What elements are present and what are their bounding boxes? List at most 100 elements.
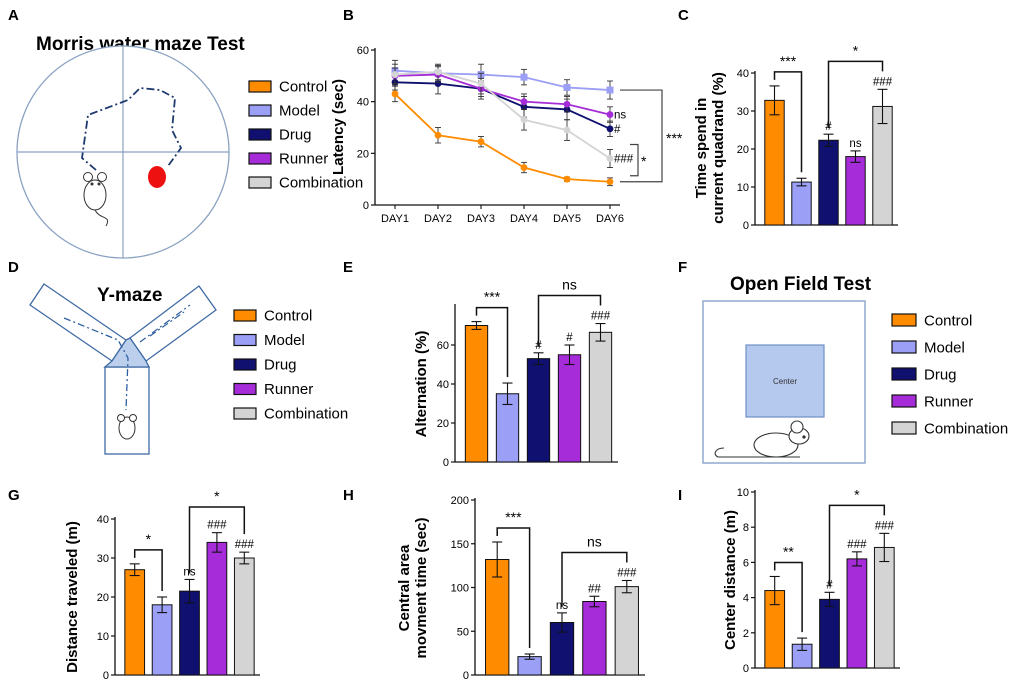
comparison-bracket-g xyxy=(133,549,163,591)
legend-a-label-combination: Combination xyxy=(279,175,363,192)
y-axis-title-line-h: Central area xyxy=(396,544,413,631)
y-tick-label-h: 0 xyxy=(463,670,469,682)
y-tick-label-e: 60 xyxy=(437,340,449,352)
legend-a-label-runner: Runner xyxy=(279,151,328,168)
bar-g-control xyxy=(124,569,146,676)
y-tick-label-e: 20 xyxy=(437,418,449,430)
y-axis-title-h: Central areamovment time (sec) xyxy=(396,518,430,659)
y-tick-label-c: 0 xyxy=(743,220,749,232)
y-tick-label-i: 2 xyxy=(743,628,749,640)
comparison-bracket-h xyxy=(561,551,628,607)
data-point-combination xyxy=(520,116,528,124)
bar-h-combination xyxy=(614,586,639,676)
comparison-label-g: * xyxy=(146,531,152,547)
comparison-label-b: *** xyxy=(666,130,683,146)
legend-d-label-combination: Combination xyxy=(264,406,348,423)
data-point-combination xyxy=(606,155,614,162)
y-tick-label-c: 10 xyxy=(737,182,749,194)
panel-letter-d: D xyxy=(8,259,19,276)
legend-d-label-model: Model xyxy=(264,332,305,349)
comparison-label-h: *** xyxy=(505,509,522,525)
y-axis-title-line-c: Time spend in xyxy=(693,98,710,199)
water-maze-diagram xyxy=(16,45,230,259)
bar-e-runner xyxy=(557,354,582,463)
panel-letter-b: B xyxy=(343,7,354,24)
legend-d-label-drug: Drug xyxy=(264,357,297,374)
swim-path xyxy=(81,87,183,171)
bar-g-drug xyxy=(179,590,200,676)
y-axis-title-e: Alternation (%) xyxy=(413,331,430,438)
series-line-runner xyxy=(394,73,611,116)
bar-e-control xyxy=(464,325,489,463)
data-point-control xyxy=(391,90,399,98)
legend-d-swatch-model xyxy=(233,333,257,347)
data-point-drug xyxy=(606,125,614,133)
legend-d-swatch-runner xyxy=(233,382,257,396)
panel-letter-i: I xyxy=(678,487,682,504)
data-point-control xyxy=(606,178,614,186)
y-tick-label-h: 50 xyxy=(457,626,469,638)
data-point-combination xyxy=(563,126,571,134)
legend-a-label-model: Model xyxy=(279,103,320,120)
comparison-label-b: * xyxy=(641,153,647,169)
end-label-combination: ### xyxy=(614,154,634,166)
comparison-bracket-i xyxy=(828,504,886,587)
legend-f-label-runner: Runner xyxy=(924,394,973,411)
y-axis-title-c: Time spend incurrent quadrand (%) xyxy=(693,72,727,224)
data-point-control xyxy=(434,131,442,139)
legend-d-swatch-control xyxy=(233,309,257,322)
chart-c-quadrant-time: C 0 10 20 30 40 Time spend incurrent quadrand … xyxy=(678,7,898,232)
series-line-model xyxy=(394,69,611,91)
comparison-bracket-c xyxy=(773,71,803,173)
y-tick-label-i: 0 xyxy=(743,663,749,675)
panel-f-title: Open Field Test xyxy=(730,274,872,295)
comparison-label-h: ns xyxy=(587,534,602,550)
bar-g-runner xyxy=(206,541,228,676)
legend-a-label-drug: Drug xyxy=(279,127,312,144)
end-label-runner: ns xyxy=(614,110,626,122)
legend-f-label-drug: Drug xyxy=(924,367,957,384)
significance-label-e-runner: # xyxy=(566,332,573,344)
comparison-label-i: ** xyxy=(783,543,794,559)
platform-marker xyxy=(148,166,166,188)
significance-label-g-combination: ### xyxy=(235,539,255,551)
bar-e-combination xyxy=(588,331,613,463)
data-point-runner xyxy=(563,100,571,108)
y-tick-label-g: 40 xyxy=(97,514,109,526)
x-tick-label-b: DAY1 xyxy=(381,213,409,225)
x-tick-label-b: DAY4 xyxy=(510,213,538,225)
legend-f: Control Model Drug Runner Combination xyxy=(891,313,1008,438)
comparison-label-i: * xyxy=(854,486,860,502)
legend-a-swatch-model xyxy=(248,104,272,117)
legend-a-swatch-drug xyxy=(248,128,272,141)
bar-i-drug xyxy=(819,598,840,669)
legend-a-swatch-runner xyxy=(248,152,272,165)
y-axis-title-b: Latency (sec) xyxy=(330,79,347,175)
series-line-control xyxy=(394,93,611,183)
data-point-model xyxy=(563,83,571,91)
data-point-runner xyxy=(606,111,614,118)
comparison-bracket-e xyxy=(475,306,509,378)
y-tick-label-c: 20 xyxy=(737,144,749,156)
legend-a: Control Model Drug Runner Combination xyxy=(248,79,363,192)
comparison-bracket-i xyxy=(773,561,803,633)
significance-label-c-runner: ns xyxy=(849,138,861,150)
y-tick-label-h: 150 xyxy=(451,539,469,551)
bar-c-model xyxy=(791,181,812,226)
end-label-drug: # xyxy=(614,124,621,136)
data-point-runner xyxy=(520,98,528,106)
y-tick-label-g: 20 xyxy=(97,592,109,604)
y-axis-title-g: Distance traveled (m) xyxy=(64,521,81,673)
chart-h-central-time: H 0 50 100 150 200 Central areamovment time (s… xyxy=(343,487,645,682)
panel-d-title: Y-maze xyxy=(97,285,162,306)
data-point-control xyxy=(477,138,485,146)
bar-g-model xyxy=(151,604,173,676)
legend-f-swatch-drug xyxy=(891,367,917,381)
panel-letter-a: A xyxy=(8,7,19,24)
y-axis-title-i: Center distance (m) xyxy=(722,510,739,650)
legend-f-swatch-model xyxy=(891,340,917,354)
y-tick-label-g: 0 xyxy=(103,670,109,682)
